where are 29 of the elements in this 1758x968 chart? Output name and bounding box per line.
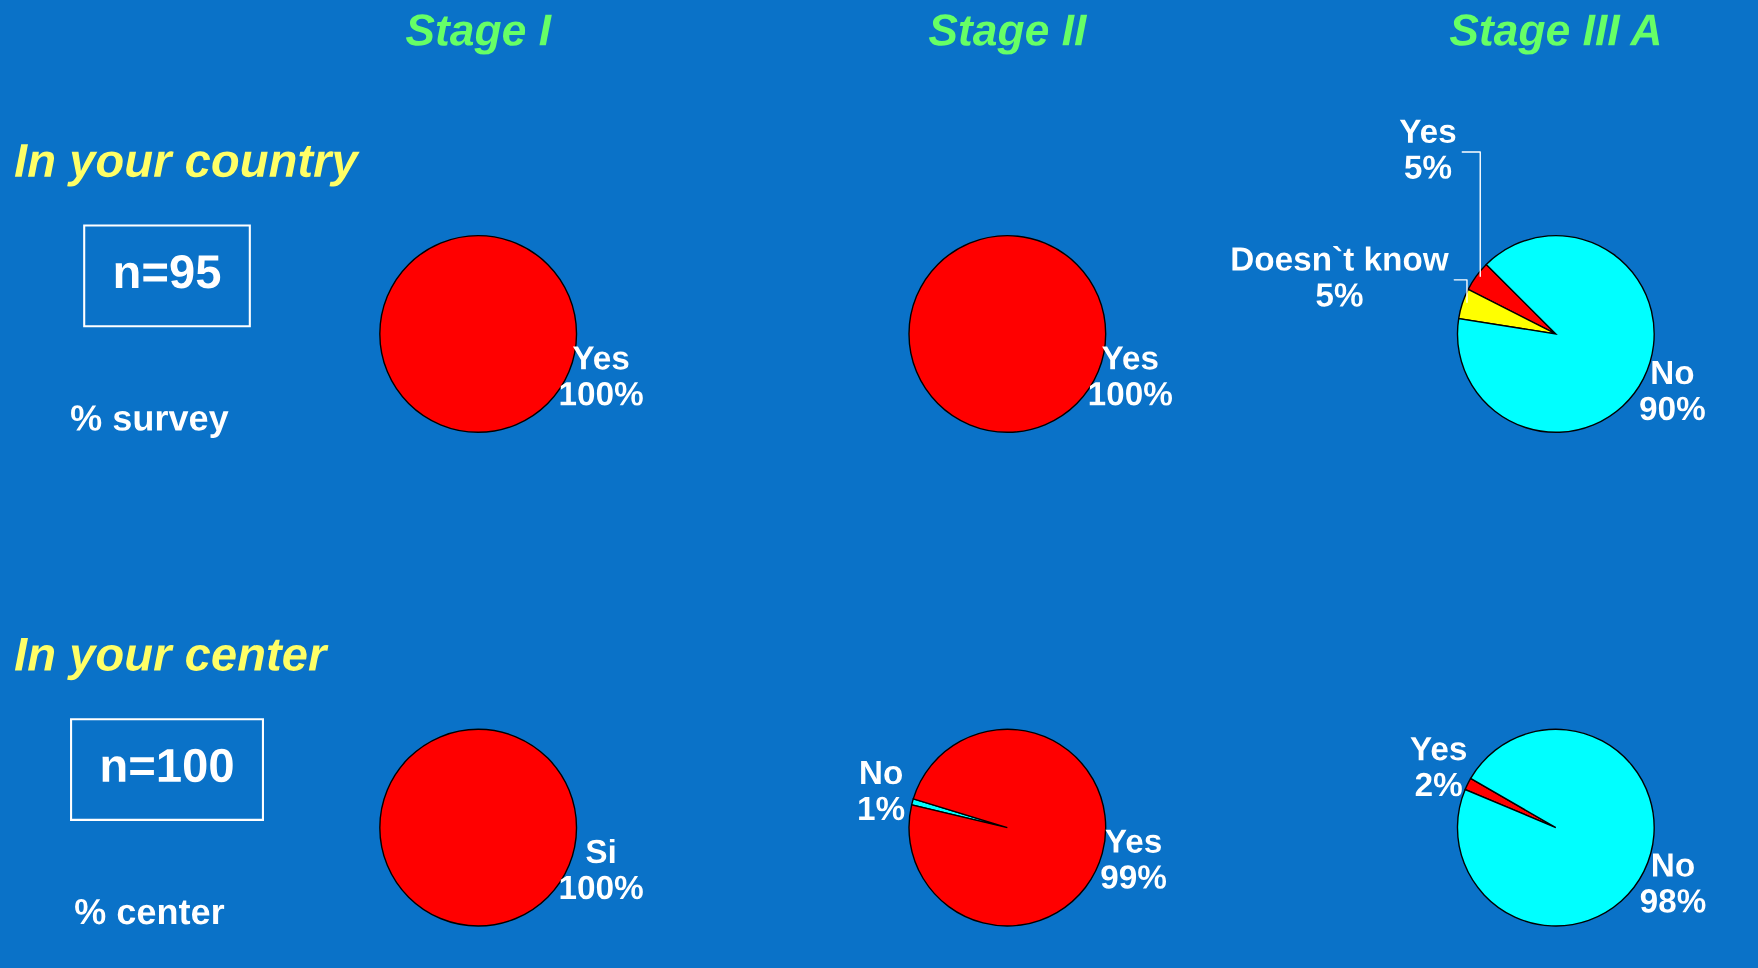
data-label: 99% bbox=[1101, 865, 1167, 889]
chart-title: Stage I bbox=[405, 14, 552, 55]
slice-label: Yes bbox=[1102, 346, 1158, 370]
text: % center bbox=[75, 898, 225, 925]
data-label: 100% bbox=[560, 875, 643, 900]
text: In your country bbox=[14, 144, 360, 187]
chart-title: Stage III A bbox=[1449, 14, 1660, 55]
slice-label: Si bbox=[586, 838, 615, 864]
text: In your center bbox=[14, 637, 329, 681]
slice-label: Doesn`t know bbox=[1232, 246, 1449, 271]
data-label: 5% bbox=[1316, 283, 1363, 307]
data-label: 2% bbox=[1415, 772, 1462, 797]
data-label: 1% bbox=[859, 796, 905, 821]
slice-label: Yes bbox=[1105, 829, 1161, 853]
data-label: 90% bbox=[1640, 396, 1705, 421]
chart-title: Stage II bbox=[928, 14, 1088, 55]
data-label: 100% bbox=[1089, 381, 1172, 406]
slice-label: Yes bbox=[572, 346, 629, 370]
slice-label: Yes bbox=[1410, 737, 1467, 761]
slice-label: No bbox=[1652, 361, 1694, 385]
data-label: 100% bbox=[560, 381, 643, 406]
data-label: 98% bbox=[1640, 889, 1706, 913]
slice-label: Yes bbox=[1399, 119, 1456, 144]
slice-label: No bbox=[1653, 853, 1694, 877]
text: n=100 bbox=[102, 748, 233, 783]
slice-label: No bbox=[861, 761, 903, 785]
text: n=95 bbox=[115, 255, 221, 289]
text: % survey bbox=[71, 405, 229, 438]
data-label: 5% bbox=[1404, 155, 1452, 179]
